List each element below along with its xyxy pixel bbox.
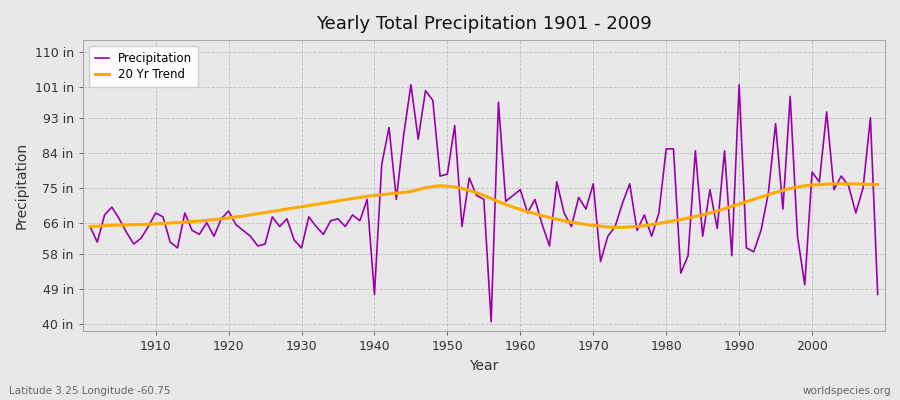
Legend: Precipitation, 20 Yr Trend: Precipitation, 20 Yr Trend [88, 46, 198, 87]
20 Yr Trend [303, 203, 314, 208]
Precipitation [522, 210, 533, 215]
Y-axis label: Precipitation: Precipitation [15, 142, 29, 229]
20 Yr Trend [508, 205, 518, 210]
Precipitation [406, 82, 417, 87]
20 Yr Trend [347, 196, 358, 201]
X-axis label: Year: Year [469, 359, 499, 373]
Precipitation [872, 292, 883, 297]
Line: Precipitation: Precipitation [90, 85, 878, 322]
Title: Yearly Total Precipitation 1901 - 2009: Yearly Total Precipitation 1901 - 2009 [316, 15, 652, 33]
20 Yr Trend [602, 224, 613, 229]
Text: Latitude 3.25 Longitude -60.75: Latitude 3.25 Longitude -60.75 [9, 386, 170, 396]
Precipitation [347, 212, 358, 217]
20 Yr Trend [872, 182, 883, 187]
20 Yr Trend [829, 182, 840, 186]
Precipitation [617, 201, 628, 206]
Precipitation [85, 224, 95, 229]
20 Yr Trend [85, 224, 95, 229]
Text: worldspecies.org: worldspecies.org [803, 386, 891, 396]
Precipitation [303, 214, 314, 219]
Precipitation [486, 319, 497, 324]
20 Yr Trend [515, 207, 526, 212]
Line: 20 Yr Trend: 20 Yr Trend [90, 184, 878, 227]
20 Yr Trend [143, 222, 154, 227]
Precipitation [143, 224, 154, 229]
Precipitation [529, 197, 540, 202]
20 Yr Trend [609, 225, 620, 230]
